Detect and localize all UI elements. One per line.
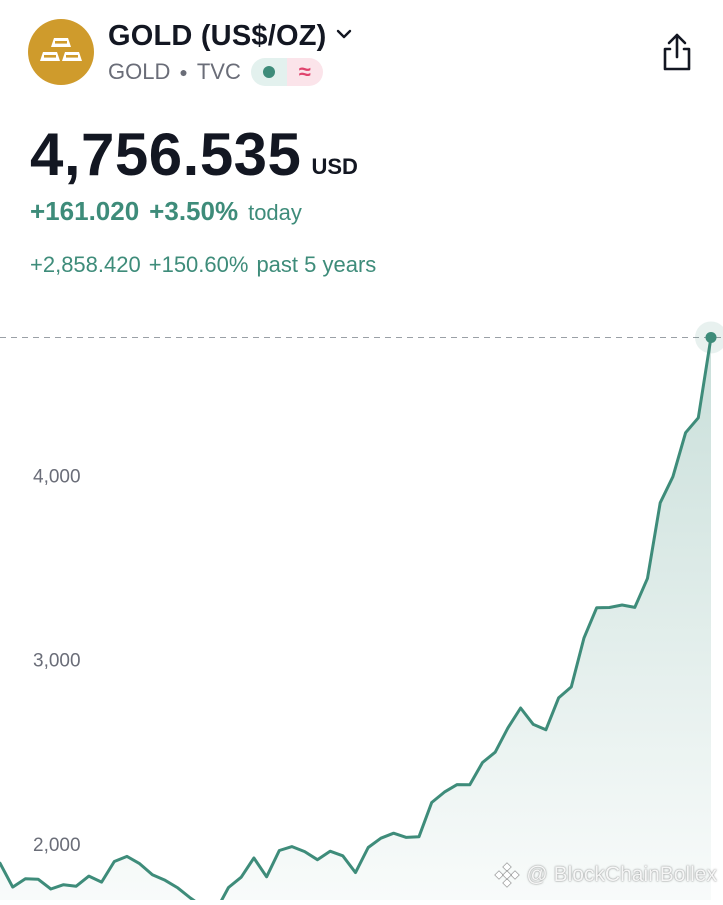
symbol-subtitle: GOLD ● TVC ≈ — [108, 58, 323, 86]
delayed-data-icon: ≈ — [286, 58, 323, 86]
price-line — [0, 335, 713, 905]
change-value: +161.020 — [30, 196, 140, 226]
binance-logo-icon — [494, 862, 521, 888]
chevron-down-icon — [336, 27, 352, 45]
market-status-badges[interactable]: ≈ — [250, 58, 323, 86]
price-area-fill — [0, 337, 711, 905]
separator-dot: ● — [179, 64, 188, 80]
currency-label: USD — [311, 154, 358, 179]
watermark-text: @ BlockChainBollex — [526, 863, 717, 886]
last-price: 4,756.535 — [30, 121, 302, 188]
symbol-header: GOLD (US$/OZ) GOLD ● TVC ≈ — [28, 17, 695, 87]
last-point-marker — [705, 331, 717, 343]
y-tick-label: 3,000 — [33, 651, 81, 672]
share-icon[interactable] — [659, 31, 695, 73]
exchange-name: TVC — [196, 59, 241, 84]
daily-change: +161.020 +3.50% today — [30, 196, 302, 227]
period-change-label: past 5 years — [256, 252, 377, 277]
symbol-code: GOLD — [108, 59, 171, 84]
y-tick-label: 4,000 — [33, 467, 81, 488]
market-open-dot-icon — [250, 58, 287, 86]
symbol-title: GOLD (US$/OZ) — [108, 19, 327, 52]
price-block: 4,756.535 USD — [30, 122, 358, 188]
price-chart[interactable]: 2,000 3,000 4,000 @ BlockChainBollex — [0, 300, 723, 905]
period-change-percent: +150.60% — [148, 252, 249, 277]
price-chart-svg: 2,000 3,000 4,000 — [0, 321, 723, 905]
symbol-title-dropdown[interactable]: GOLD (US$/OZ) — [108, 17, 352, 55]
gold-bars-icon — [28, 19, 94, 85]
period-change-value: +2,858.420 — [30, 252, 141, 277]
change-period: today — [248, 200, 302, 225]
change-percent: +3.50% — [149, 196, 239, 226]
period-change: +2,858.420 +150.60% past 5 years — [30, 252, 376, 278]
watermark: @ BlockChainBollex — [494, 862, 717, 888]
y-tick-label: 2,000 — [33, 835, 81, 856]
